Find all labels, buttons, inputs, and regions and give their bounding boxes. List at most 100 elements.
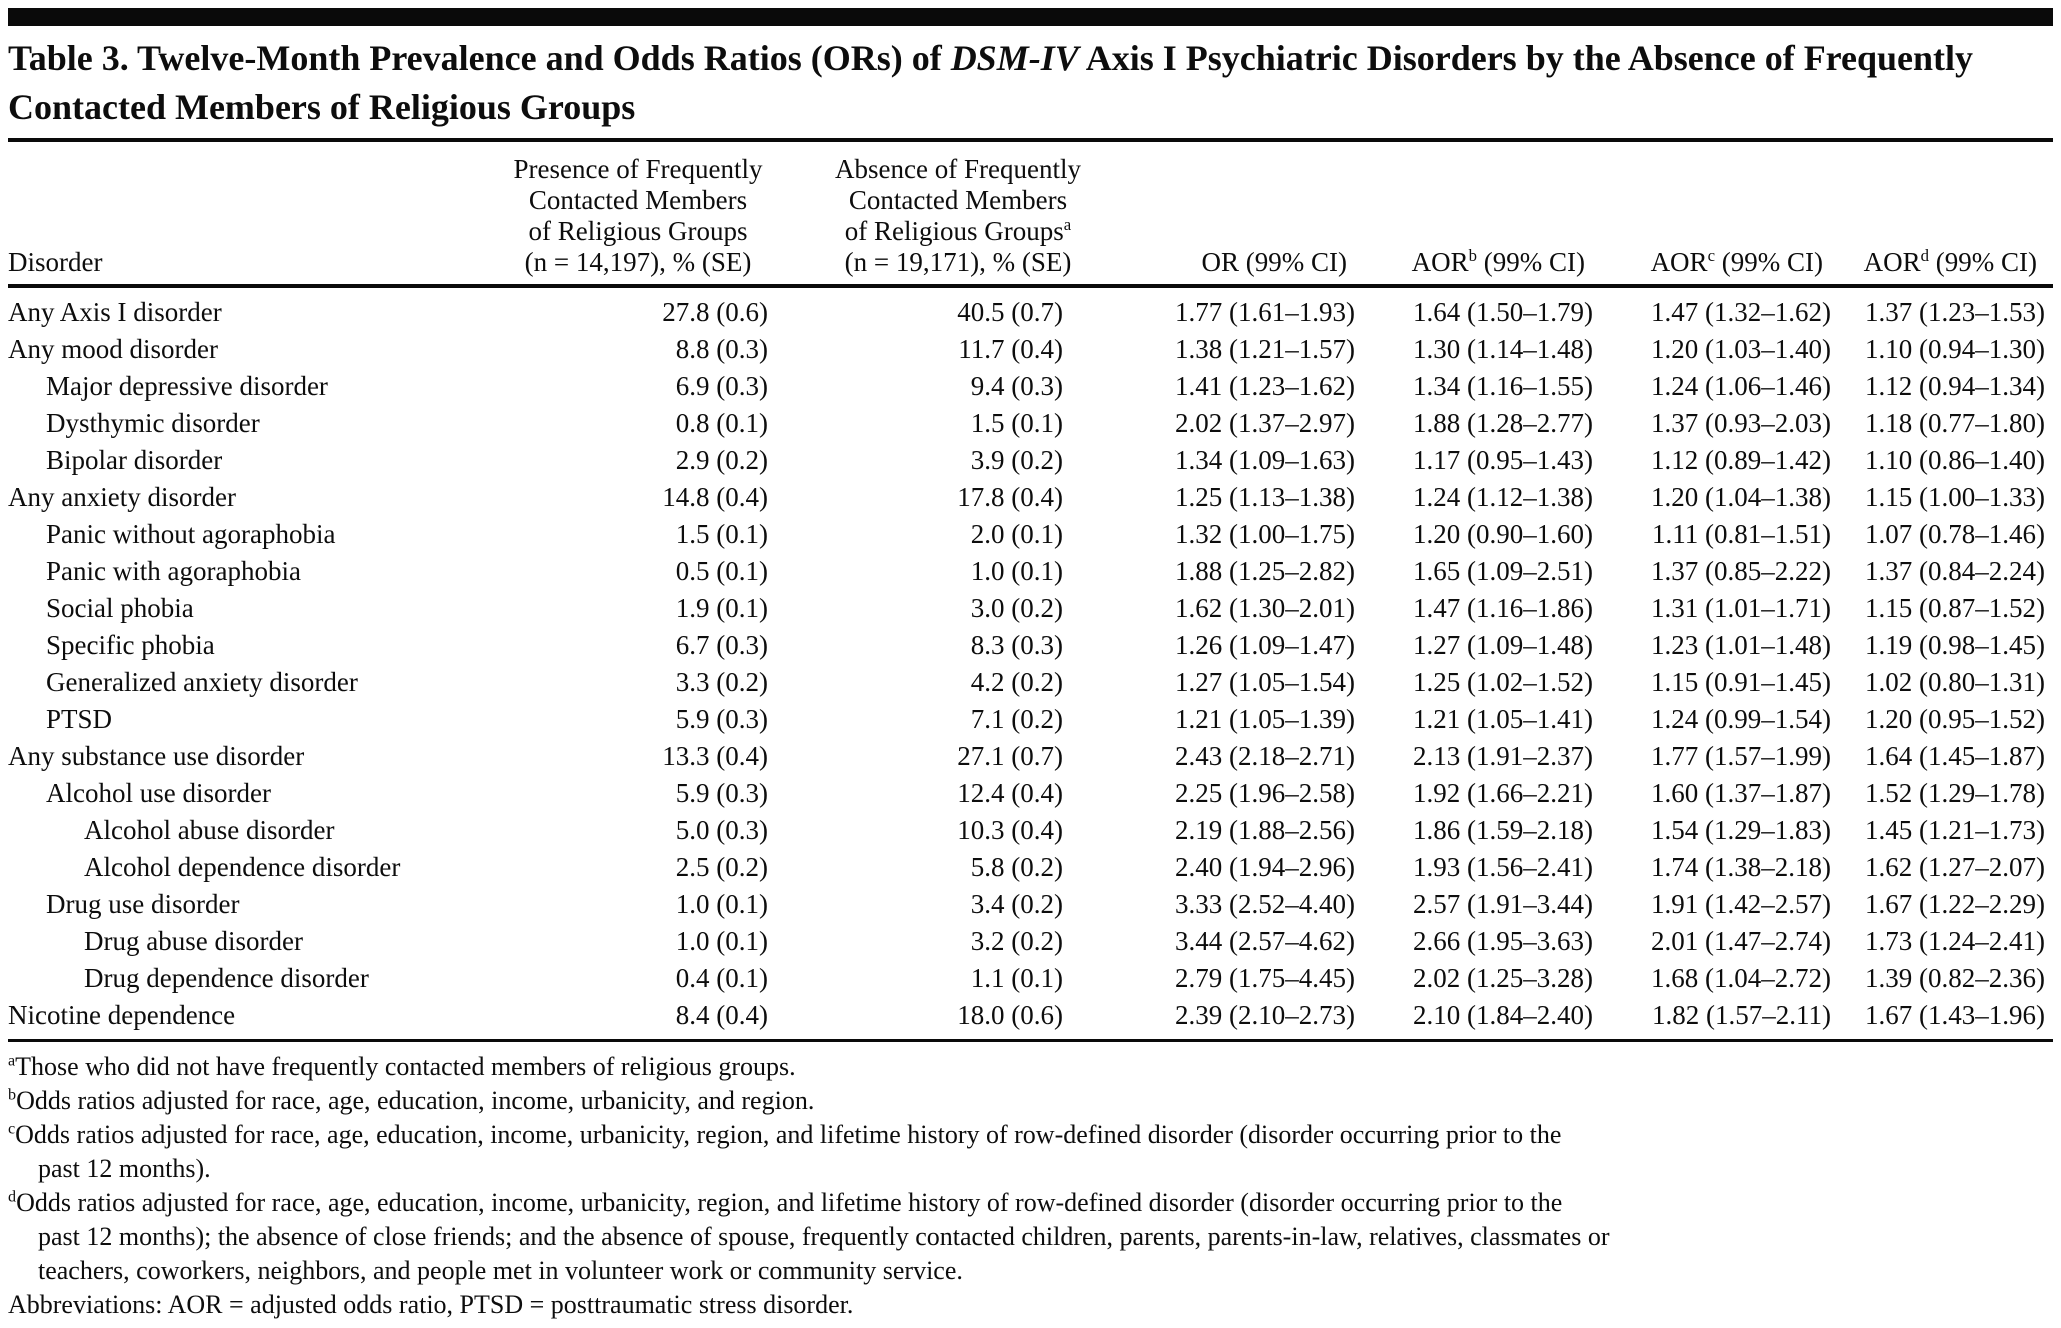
column-header-aor-b: AORb (99% CI): [1363, 142, 1601, 288]
cell-or: 1.62 (1.30–2.01): [1175, 593, 1355, 623]
cell-aor-d: 1.10 (0.94–1.30): [1865, 334, 2045, 364]
cell-disorder: Alcohol use disorder: [46, 778, 271, 808]
cell-presence-pct: 0.5 (0.1): [675, 556, 768, 586]
footnote-letter: a: [8, 1052, 16, 1070]
cell-or: 1.32 (1.00–1.75): [1175, 519, 1355, 549]
footnote: bOdds ratios adjusted for race, age, edu…: [8, 1086, 815, 1115]
cell-aor-b: 1.93 (1.56–2.41): [1413, 852, 1593, 882]
cell-aor-d: 1.19 (0.98–1.45): [1865, 630, 2045, 660]
cell-aor-d: 1.52 (1.29–1.78): [1865, 778, 2045, 808]
title-italic-dsm: DSM-IV: [950, 38, 1079, 78]
cell-absence-pct: 18.0 (0.6): [798, 997, 1118, 1042]
cell-aor-b: 1.27 (1.09–1.48): [1413, 630, 1593, 660]
cell-aor-d: 1.18 (0.77–1.80): [1865, 408, 2045, 438]
cell-aor-c: 1.20 (1.04–1.38): [1651, 482, 1831, 512]
cell-absence-pct: 3.0 (0.2): [970, 593, 1063, 623]
cell-or: 1.21 (1.05–1.39): [1175, 704, 1355, 734]
cell-absence-pct: 5.8 (0.2): [970, 852, 1063, 882]
table-row: Alcohol use disorder 5.9 (0.3) 12.4 (0.4…: [8, 775, 2053, 812]
table-title-line1: Table 3. Twelve-Month Prevalence and Odd…: [8, 38, 1974, 78]
cell-aor-d: 1.45 (1.21–1.73): [1865, 815, 2045, 845]
footnotes-section: aThose who did not have frequently conta…: [8, 1050, 2053, 1322]
footnote-letter: d: [8, 1188, 17, 1206]
cell-aor-b: 1.34 (1.16–1.55): [1413, 371, 1593, 401]
cell-aor-d: 1.20 (0.95–1.52): [1865, 704, 2045, 734]
cell-presence-pct: 13.3 (0.4): [662, 741, 768, 771]
cell-aor-c: 1.82 (1.57–2.11): [1601, 997, 1839, 1042]
cell-or: 2.19 (1.88–2.56): [1175, 815, 1355, 845]
cell-aor-d: 1.64 (1.45–1.87): [1865, 741, 2045, 771]
footnote-letter: c: [8, 1120, 16, 1138]
cell-presence-pct: 1.0 (0.1): [675, 889, 768, 919]
table-row: Major depressive disorder 6.9 (0.3) 9.4 …: [8, 368, 2053, 405]
footnote: aThose who did not have frequently conta…: [8, 1052, 796, 1081]
cell-disorder: Dysthymic disorder: [46, 408, 260, 438]
cell-aor-c: 1.31 (1.01–1.71): [1651, 593, 1831, 623]
cell-or: 1.25 (1.13–1.38): [1175, 482, 1355, 512]
cell-presence-pct: 0.8 (0.1): [675, 408, 768, 438]
cell-disorder: Drug abuse disorder: [84, 926, 303, 956]
cell-aor-b: 2.10 (1.84–2.40): [1363, 997, 1601, 1042]
footnote-letter: b: [8, 1086, 17, 1104]
cell-aor-d: 1.62 (1.27–2.07): [1865, 852, 2045, 882]
cell-aor-d: 1.37 (1.23–1.53): [1865, 297, 2045, 327]
cell-disorder: Nicotine dependence: [8, 997, 478, 1042]
cell-aor-d: 1.39 (0.82–2.36): [1865, 963, 2045, 993]
table-row: Any substance use disorder 13.3 (0.4) 27…: [8, 738, 2053, 775]
cell-aor-d: 1.15 (1.00–1.33): [1865, 482, 2045, 512]
cell-disorder: PTSD: [46, 704, 113, 734]
cell-disorder: Drug use disorder: [46, 889, 240, 919]
cell-or: 1.34 (1.09–1.63): [1175, 445, 1355, 475]
table-row: Any anxiety disorder 14.8 (0.4) 17.8 (0.…: [8, 479, 2053, 516]
prevalence-odds-table: Disorder Presence of Frequently Contacte…: [8, 142, 2053, 1042]
cell-presence-pct: 5.9 (0.3): [675, 778, 768, 808]
table-row: Drug dependence disorder 0.4 (0.1) 1.1 (…: [8, 960, 2053, 997]
cell-aor-b: 1.88 (1.28–2.77): [1413, 408, 1593, 438]
cell-or: 2.40 (1.94–2.96): [1175, 852, 1355, 882]
cell-disorder: Alcohol dependence disorder: [84, 852, 401, 882]
cell-aor-c: 1.20 (1.03–1.40): [1651, 334, 1831, 364]
cell-aor-c: 1.68 (1.04–2.72): [1651, 963, 1831, 993]
table-row: Dysthymic disorder 0.8 (0.1) 1.5 (0.1) 2…: [8, 405, 2053, 442]
cell-absence-pct: 1.5 (0.1): [970, 408, 1063, 438]
cell-disorder: Any substance use disorder: [8, 741, 305, 771]
cell-aor-c: 1.24 (1.06–1.46): [1651, 371, 1831, 401]
cell-disorder: Social phobia: [46, 593, 194, 623]
cell-aor-d: 1.07 (0.78–1.46): [1865, 519, 2045, 549]
cell-absence-pct: 17.8 (0.4): [957, 482, 1063, 512]
cell-aor-c: 1.74 (1.38–2.18): [1651, 852, 1831, 882]
column-header-aor-d: AORd (99% CI): [1839, 142, 2053, 288]
cell-aor-b: 1.21 (1.05–1.41): [1413, 704, 1593, 734]
cell-presence-pct: 1.9 (0.1): [675, 593, 768, 623]
cell-aor-c: 1.60 (1.37–1.87): [1651, 778, 1831, 808]
footnote: dOdds ratios adjusted for race, age, edu…: [8, 1188, 1610, 1285]
cell-aor-b: 1.25 (1.02–1.52): [1413, 667, 1593, 697]
cell-aor-c: 1.77 (1.57–1.99): [1651, 741, 1831, 771]
cell-absence-pct: 1.0 (0.1): [970, 556, 1063, 586]
table-body: Any Axis I disorder 27.8 (0.6) 40.5 (0.7…: [8, 286, 2053, 1042]
cell-aor-c: 1.15 (0.91–1.45): [1651, 667, 1831, 697]
cell-or: 1.27 (1.05–1.54): [1175, 667, 1355, 697]
top-rule-thick: [8, 8, 2053, 26]
cell-aor-d: 1.73 (1.24–2.41): [1865, 926, 2045, 956]
cell-disorder: Generalized anxiety disorder: [46, 667, 358, 697]
cell-or: 2.43 (2.18–2.71): [1175, 741, 1355, 771]
cell-disorder: Alcohol abuse disorder: [84, 815, 335, 845]
cell-or: 2.25 (1.96–2.58): [1175, 778, 1355, 808]
cell-presence-pct: 6.9 (0.3): [675, 371, 768, 401]
table-row: Drug use disorder 1.0 (0.1) 3.4 (0.2) 3.…: [8, 886, 2053, 923]
cell-absence-pct: 11.7 (0.4): [958, 334, 1063, 364]
cell-presence-pct: 1.0 (0.1): [675, 926, 768, 956]
table-row: Alcohol abuse disorder 5.0 (0.3) 10.3 (0…: [8, 812, 2053, 849]
table-header: Disorder Presence of Frequently Contacte…: [8, 142, 2053, 288]
cell-aor-c: 1.12 (0.89–1.42): [1651, 445, 1831, 475]
cell-absence-pct: 3.4 (0.2): [970, 889, 1063, 919]
cell-or: 1.26 (1.09–1.47): [1175, 630, 1355, 660]
cell-aor-c: 1.37 (0.85–2.22): [1651, 556, 1831, 586]
cell-absence-pct: 40.5 (0.7): [957, 297, 1063, 327]
footnote: Abbreviations: AOR = adjusted odds ratio…: [8, 1290, 854, 1319]
table-row: Any Axis I disorder 27.8 (0.6) 40.5 (0.7…: [8, 286, 2053, 331]
cell-aor-c: 1.24 (0.99–1.54): [1651, 704, 1831, 734]
cell-absence-pct: 4.2 (0.2): [970, 667, 1063, 697]
